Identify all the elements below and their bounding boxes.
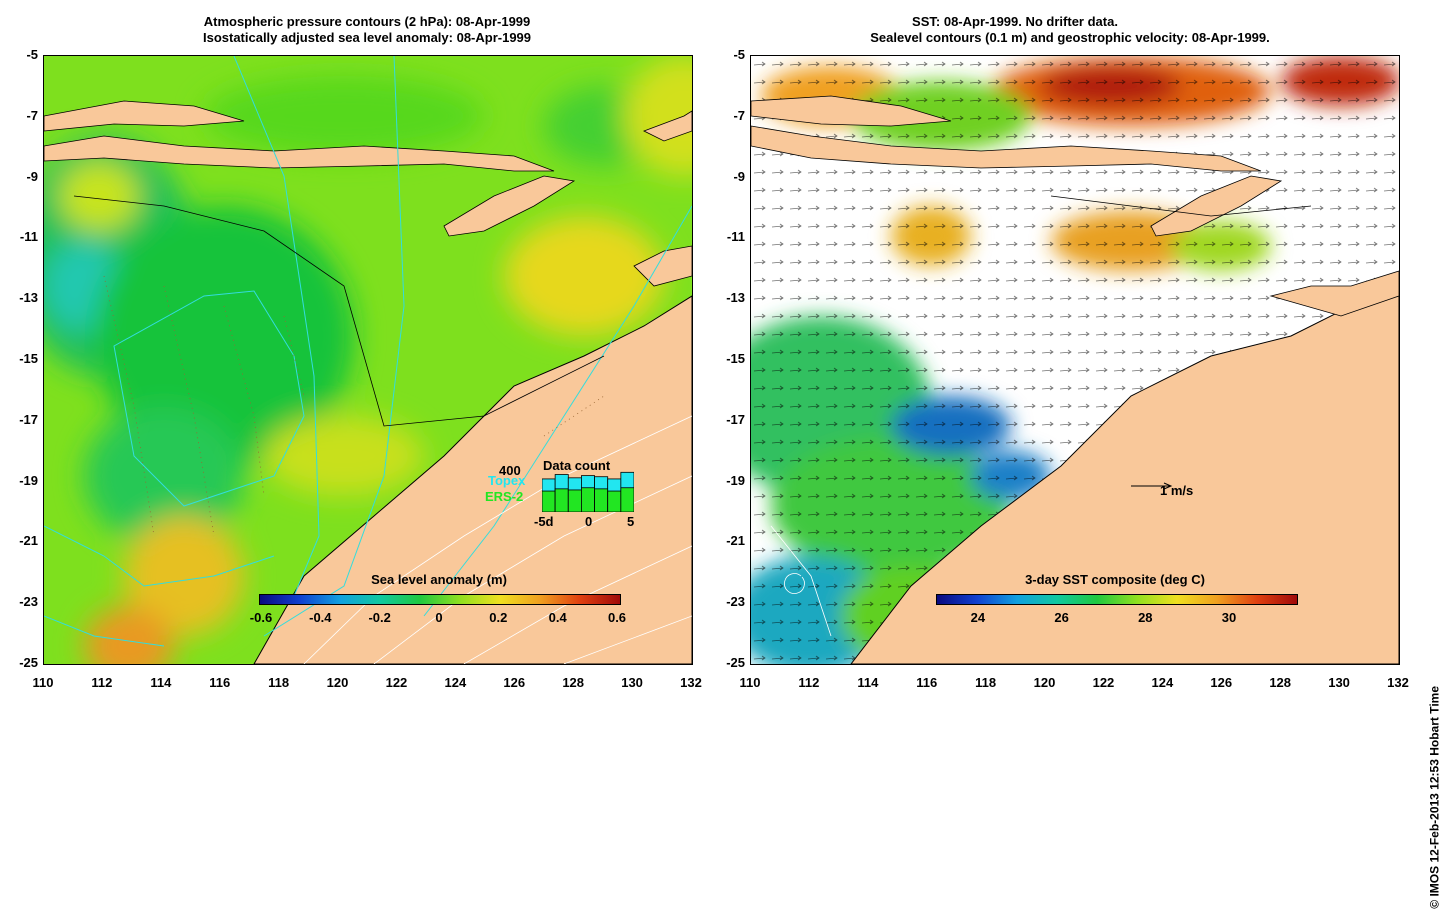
- right-colorbar-tick: 30: [1221, 610, 1237, 625]
- right-xtick-label: 120: [1033, 675, 1056, 690]
- left-colorbar-tick: -0.4: [309, 610, 332, 625]
- ers2-count-bar: [581, 487, 595, 513]
- data-count-histogram: [541, 470, 635, 513]
- right-colorbar: [936, 594, 1298, 605]
- right-ytick-label: -11: [726, 229, 745, 245]
- left-xtick-label: 118: [268, 675, 290, 690]
- legend-topex: Topex: [488, 473, 526, 488]
- left-ytick-label: -11: [19, 229, 38, 245]
- velocity-scale-label: 1 m/s: [1160, 483, 1194, 498]
- left-ytick-label: -21: [19, 533, 38, 549]
- legend-ers2: ERS-2: [485, 489, 524, 504]
- right-xtick-label: 124: [1151, 675, 1174, 690]
- left-xtick-label: 130: [621, 675, 643, 690]
- data-count-xtick-2: 5: [627, 514, 635, 529]
- left-colorbar-tick: -0.6: [249, 610, 273, 625]
- right-ytick-label: -7: [733, 107, 745, 123]
- left-colorbar: [259, 594, 621, 605]
- left-colorbar-label: Sea level anomaly (m): [371, 572, 507, 587]
- right-ytick-label: -23: [726, 594, 745, 610]
- left-colorbar-tick: 0.2: [489, 610, 508, 625]
- right-ytick-label: -13: [726, 290, 745, 306]
- right-ytick-label: -19: [726, 472, 745, 488]
- left-ytick-label: -15: [19, 351, 38, 366]
- left-xtick-label: 110: [32, 675, 54, 690]
- left-ytick-label: -5: [26, 47, 38, 62]
- left-xtick-label: 122: [385, 675, 408, 690]
- ers2-count-bar: [554, 488, 569, 513]
- right-colorbar-tick: 28: [1138, 610, 1153, 625]
- data-count-xtick-1: 0: [585, 514, 593, 529]
- right-xtick-label: 132: [1387, 675, 1409, 690]
- right-colorbar-tick: 26: [1054, 610, 1069, 625]
- data-count-xtick-0: -5d: [534, 514, 554, 529]
- right-xtick-label: 126: [1210, 675, 1233, 690]
- right-xtick-label: 118: [975, 675, 997, 690]
- left-xtick-label: 112: [91, 675, 113, 690]
- right-ytick-label: -5: [733, 47, 745, 62]
- left-colorbar-tick: -0.2: [368, 610, 391, 625]
- right-xtick-label: 122: [1092, 675, 1115, 690]
- left-xtick-label: 114: [150, 675, 172, 690]
- imos-credit: © IMOS 12-Feb-2013 12:53 Hobart Time: [1428, 686, 1440, 909]
- right-ytick-label: -15: [726, 351, 745, 366]
- ers2-count-bar: [620, 487, 635, 513]
- ers2-count-bar: [567, 489, 582, 513]
- left-title-line1: Atmospheric pressure contours (2 hPa): 0…: [203, 14, 531, 29]
- data-count-title: Data count: [543, 458, 611, 473]
- right-ytick-label: -21: [726, 533, 745, 549]
- right-xtick-label: 116: [916, 675, 938, 690]
- right-ytick-label: -25: [726, 655, 745, 670]
- ers2-count-bar: [607, 490, 622, 513]
- left-xtick-label: 128: [562, 675, 585, 690]
- right-colorbar-label: 3-day SST composite (deg C): [1025, 572, 1205, 587]
- left-ytick-label: -23: [19, 594, 38, 610]
- ers2-count-bar: [541, 490, 556, 513]
- left-ytick-label: -25: [19, 655, 38, 670]
- ers2-count-bar: [594, 488, 609, 513]
- left-ytick-label: -17: [19, 411, 38, 427]
- right-xtick-label: 112: [798, 675, 820, 690]
- left-xtick-label: 124: [444, 675, 467, 690]
- left-xtick-label: 116: [209, 675, 231, 690]
- right-ytick-label: -9: [733, 168, 745, 184]
- left-xtick-label: 126: [503, 675, 526, 690]
- right-map-sst[interactable]: [750, 55, 1400, 665]
- left-xtick-label: 132: [680, 675, 702, 690]
- left-map-sla[interactable]: [43, 55, 693, 665]
- right-xtick-label: 130: [1328, 675, 1350, 690]
- left-ytick-label: -13: [19, 290, 38, 306]
- right-xtick-label: 110: [739, 675, 761, 690]
- left-colorbar-tick: 0.4: [548, 610, 567, 625]
- left-ytick-label: -19: [19, 472, 38, 488]
- right-xtick-label: 114: [857, 675, 879, 690]
- left-colorbar-tick: 0.6: [607, 610, 627, 625]
- right-ytick-label: -17: [726, 411, 745, 427]
- right-xtick-label: 128: [1269, 675, 1292, 690]
- left-ytick-label: -9: [26, 168, 38, 184]
- left-title-line2: Isostatically adjusted sea level anomaly…: [202, 30, 532, 45]
- right-title-line1: SST: 08-Apr-1999. No drifter data.: [912, 14, 1118, 29]
- left-ytick-label: -7: [26, 107, 38, 123]
- right-title-line2: Sealevel contours (0.1 m) and geostrophi…: [870, 30, 1270, 45]
- data-count-max-label: 400: [499, 463, 521, 478]
- right-colorbar-tick: 24: [970, 610, 986, 625]
- left-colorbar-tick: 0: [435, 610, 443, 625]
- left-xtick-label: 120: [326, 675, 349, 690]
